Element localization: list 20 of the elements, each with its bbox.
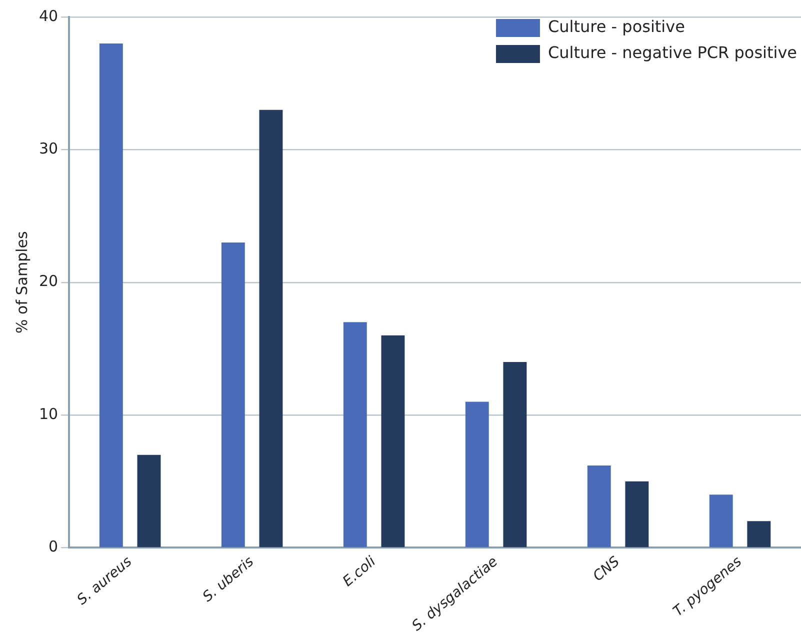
- bar: [343, 322, 367, 548]
- y-tick-label: 20: [38, 272, 58, 290]
- bar: [709, 494, 733, 548]
- bar: [221, 242, 245, 548]
- bar: [747, 521, 771, 548]
- legend-label: Culture - negative PCR positive: [548, 43, 797, 62]
- bar: [465, 402, 489, 548]
- bar: [259, 110, 283, 548]
- bar: [381, 335, 405, 548]
- y-axis-title: % of Samples: [12, 231, 31, 334]
- bar: [587, 465, 611, 548]
- legend-label: Culture - positive: [548, 17, 685, 36]
- y-tick-label: 10: [38, 404, 58, 423]
- bar: [137, 454, 161, 548]
- bar: [503, 362, 527, 548]
- bar: [99, 44, 123, 548]
- y-tick-label: 40: [38, 6, 58, 25]
- y-tick-label: 30: [38, 140, 58, 158]
- y-tick-label: 0: [48, 538, 58, 556]
- bar: [625, 481, 649, 548]
